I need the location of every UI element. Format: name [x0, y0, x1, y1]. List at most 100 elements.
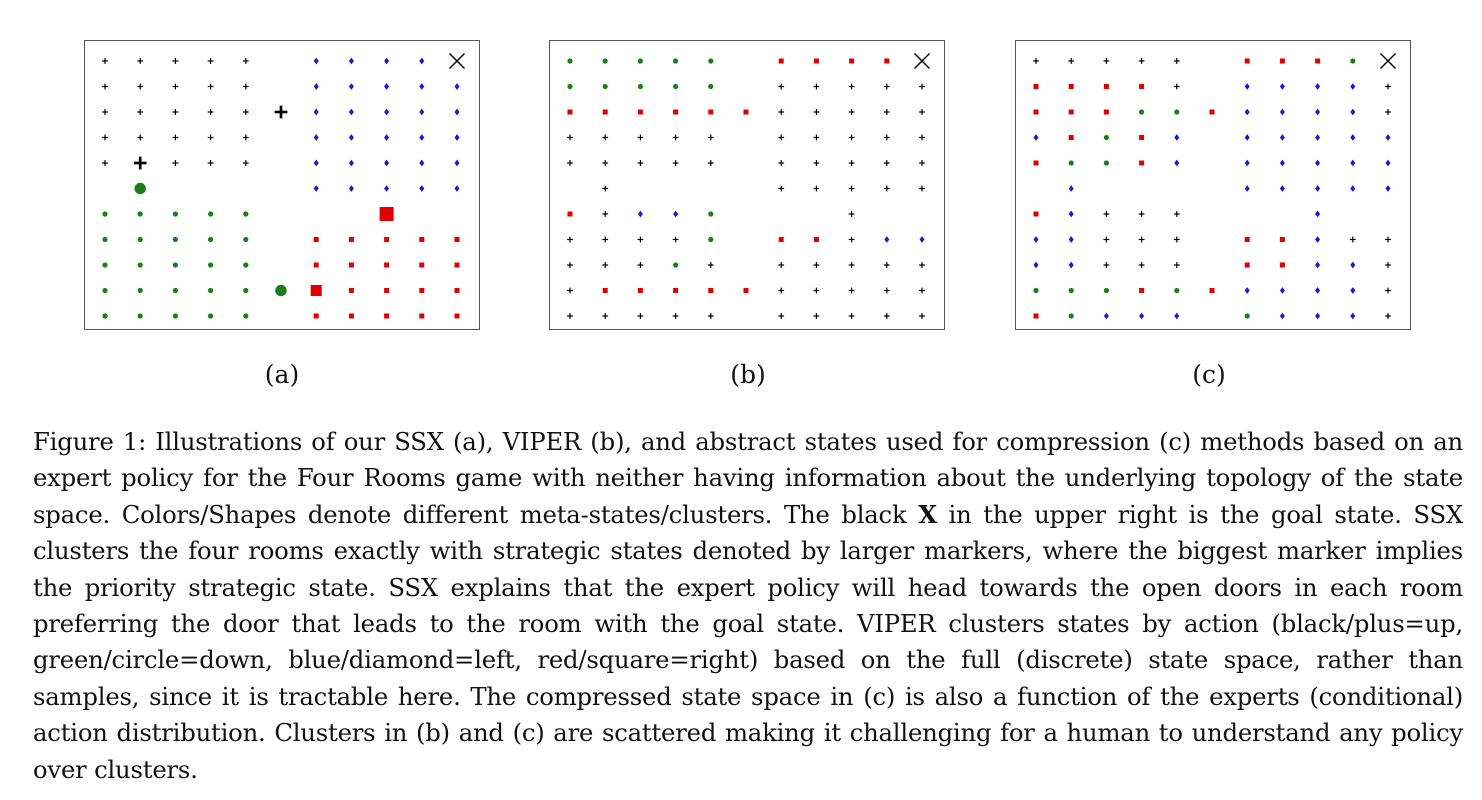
- diamond-marker-c-r5-c1: [1068, 185, 1074, 192]
- square-marker-b-r2-c3: [673, 109, 679, 115]
- plus-marker-a-r1-c1: [137, 83, 144, 90]
- plus-marker-b-r4-c1: [602, 160, 609, 166]
- diamond-marker-c-r7-c0: [1033, 236, 1039, 243]
- plus-marker-b-r5-c6: [778, 185, 785, 192]
- plus-marker-c-r6-c3: [1138, 211, 1145, 217]
- goal-x-marker-a: [449, 53, 465, 69]
- plus-marker-a-r3-c0: [102, 134, 108, 141]
- plus-marker-c-r7-c4: [1173, 236, 1180, 243]
- plus-marker-c-r1-c4: [1173, 83, 1180, 90]
- diamond-marker-c-r3-c9: [1350, 134, 1356, 141]
- circle-marker-c-r9-c2: [1103, 287, 1109, 294]
- plus-marker-b-r8-c10: [919, 262, 925, 268]
- diamond-marker-c-r10-c8: [1315, 312, 1321, 320]
- strategic-circle-marker-a-r9-c5: [275, 284, 287, 297]
- strategic-square-marker-a-r6-c8: [379, 207, 394, 221]
- diamond-marker-c-r5-c9: [1350, 185, 1356, 192]
- diamond-marker-c-r5-c10: [1385, 185, 1391, 192]
- square-marker-c-r6-c0: [1033, 211, 1039, 217]
- plus-marker-b-r4-c8: [848, 160, 855, 166]
- plus-marker-a-r4-c4: [242, 160, 249, 166]
- diamond-marker-c-r4-c6: [1244, 159, 1250, 167]
- circle-marker-a-r10-c1: [137, 313, 143, 319]
- diamond-marker-a-r5-c9: [419, 185, 425, 192]
- plus-marker-a-r0-c0: [102, 58, 108, 64]
- plus-marker-c-r9-c10: [1385, 287, 1391, 294]
- plus-marker-a-r2-c2: [172, 109, 179, 115]
- square-marker-b-r0-c6: [778, 58, 784, 64]
- plus-marker-c-r0-c4: [1173, 58, 1180, 64]
- plus-marker-b-r7-c0: [567, 236, 573, 243]
- plus-marker-a-r1-c0: [102, 83, 108, 90]
- square-marker-c-r0-c6: [1244, 58, 1250, 64]
- circle-marker-a-r8-c3: [208, 262, 214, 268]
- square-marker-b-r2-c1: [602, 109, 608, 115]
- plus-marker-b-r9-c7: [813, 287, 820, 294]
- square-marker-a-r9-c10: [454, 288, 460, 293]
- plus-marker-b-r3-c2: [637, 134, 644, 141]
- square-marker-c-r10-c0: [1033, 313, 1039, 319]
- circle-marker-a-r9-c1: [137, 287, 143, 294]
- plus-marker-b-r10-c6: [778, 313, 785, 319]
- plus-marker-c-r0-c2: [1103, 58, 1110, 64]
- plus-marker-b-r3-c6: [778, 134, 785, 141]
- plus-marker-b-r1-c10: [919, 83, 925, 90]
- diamond-marker-a-r0-c8: [384, 57, 390, 65]
- subfigure-label-c: (c): [1192, 360, 1226, 389]
- plus-marker-b-r9-c9: [883, 287, 890, 294]
- circle-marker-b-r7-c4: [708, 236, 714, 243]
- diamond-marker-b-r7-c10: [919, 236, 925, 243]
- circle-marker-c-r4-c1: [1068, 160, 1074, 166]
- plus-marker-a-r0-c1: [137, 58, 144, 64]
- plus-marker-c-r10-c10: [1385, 313, 1391, 319]
- square-marker-a-r10-c9: [419, 313, 425, 319]
- plus-marker-b-r3-c0: [567, 134, 573, 141]
- square-marker-b-r9-c2: [637, 288, 643, 293]
- plus-marker-b-r9-c8: [848, 287, 855, 294]
- diamond-marker-a-r0-c6: [313, 57, 319, 65]
- circle-marker-a-r8-c0: [102, 262, 108, 268]
- plus-marker-b-r6-c1: [602, 211, 609, 217]
- diamond-marker-c-r2-c9: [1350, 108, 1356, 116]
- diamond-marker-a-r5-c7: [348, 185, 354, 192]
- plus-marker-b-r7-c2: [637, 236, 644, 243]
- square-marker-a-r8-c9: [419, 262, 425, 268]
- square-marker-c-r0-c8: [1315, 58, 1321, 64]
- square-marker-a-r7-c9: [419, 237, 425, 242]
- square-marker-a-r9-c8: [384, 288, 390, 293]
- circle-marker-a-r6-c2: [172, 211, 178, 217]
- plus-marker-c-r8-c3: [1138, 262, 1145, 268]
- circle-marker-a-r6-c1: [137, 211, 143, 217]
- diamond-marker-c-r1-c7: [1279, 83, 1285, 90]
- circle-marker-a-r6-c4: [243, 211, 249, 217]
- plus-marker-c-r0-c3: [1138, 58, 1145, 64]
- square-marker-a-r8-c8: [384, 262, 390, 268]
- circle-marker-a-r10-c2: [172, 313, 178, 319]
- square-marker-a-r7-c8: [384, 237, 390, 242]
- diamond-marker-a-r5-c6: [313, 185, 319, 192]
- plus-marker-b-r4-c10: [919, 160, 925, 166]
- plus-marker-a-r3-c2: [172, 134, 179, 141]
- diamond-marker-a-r3-c8: [384, 134, 390, 141]
- diamond-marker-c-r6-c1: [1068, 210, 1074, 218]
- square-marker-b-r7-c6: [778, 237, 784, 242]
- plus-marker-b-r10-c7: [813, 313, 820, 319]
- circle-marker-c-r9-c4: [1174, 287, 1180, 294]
- plus-marker-b-r10-c10: [919, 313, 925, 319]
- plus-marker-c-r0-c0: [1033, 58, 1039, 64]
- diamond-marker-c-r10-c3: [1139, 312, 1145, 320]
- circle-marker-b-r1-c4: [708, 83, 714, 90]
- circle-marker-b-r0-c2: [637, 58, 643, 64]
- plus-marker-b-r8-c0: [567, 262, 573, 268]
- diamond-marker-a-r2-c6: [313, 108, 319, 116]
- square-marker-a-r9-c7: [348, 288, 354, 293]
- square-marker-a-r8-c6: [313, 262, 319, 268]
- circle-marker-c-r10-c6: [1244, 313, 1250, 319]
- square-marker-a-r7-c6: [313, 237, 319, 242]
- plus-marker-b-r10-c1: [602, 313, 609, 319]
- diamond-marker-a-r4-c6: [313, 159, 319, 167]
- circle-marker-a-r9-c3: [208, 287, 214, 294]
- square-marker-c-r2-c5: [1209, 109, 1215, 115]
- diamond-marker-c-r1-c6: [1244, 83, 1250, 90]
- circle-marker-a-r8-c1: [137, 262, 143, 268]
